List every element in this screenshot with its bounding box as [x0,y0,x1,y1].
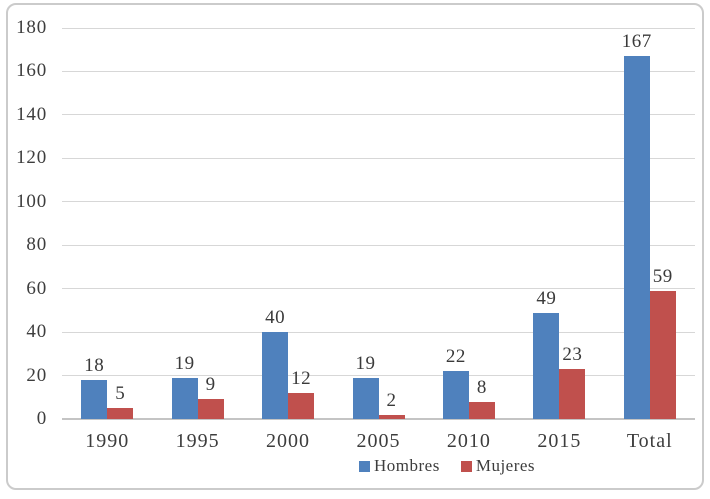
x-category-label-2000: 2000 [266,430,311,452]
x-axis-line [62,418,695,420]
y-tick-label: 20 [26,364,47,386]
value-label-mujeres-2000: 12 [291,367,312,389]
bar-mujeres-2015 [559,369,586,419]
bar-hombres-2005 [352,377,379,419]
value-label-mujeres-total: 59 [652,265,673,287]
y-tick-label: 80 [26,234,47,256]
value-label-hombres-2000: 40 [265,307,286,329]
chart-frame: 18 5 19 9 40 12 19 2 22 8 49 23 167 59 0 20 40 60 80 100 12… [6,3,704,490]
value-label-mujeres-2010: 8 [476,376,487,398]
legend-label-hombres: Hombres [374,456,440,475]
legend-item-mujeres: Mujeres [460,456,536,476]
legend-item-hombres: Hombres [359,456,440,476]
bar-hombres-1990 [81,379,108,419]
gridline [62,375,695,377]
bar-mujeres-1990 [107,408,134,419]
bar-mujeres-2000 [288,392,315,419]
y-tick-label: 180 [16,17,47,38]
bar-mujeres-2005 [378,414,405,419]
legend-label-mujeres: Mujeres [475,456,536,475]
y-tick-label: 60 [26,277,47,299]
value-label-hombres-2005: 19 [355,352,376,374]
value-label-hombres-2015: 49 [536,287,557,309]
value-label-hombres-1995: 19 [174,352,195,374]
gridline [62,201,695,203]
gridline [62,331,695,333]
x-category-label-total: Total [626,430,673,452]
gridline [62,288,695,290]
gridline [62,70,695,72]
x-category-label-2015: 2015 [537,430,582,452]
bar-hombres-2000 [262,332,289,419]
value-label-hombres-total: 167 [621,31,652,53]
x-category-label-2005: 2005 [356,430,401,452]
value-label-mujeres-1995: 9 [205,374,216,396]
gridline [62,157,695,159]
bar-hombres-2010 [442,371,469,419]
y-tick-label: 160 [16,60,47,82]
bar-mujeres-total [649,290,676,419]
bar-hombres-2015 [533,312,560,419]
value-label-mujeres-2015: 23 [562,344,583,366]
bar-mujeres-1995 [197,399,224,419]
value-label-mujeres-1990: 5 [115,383,126,405]
gridline [62,114,695,116]
value-label-hombres-2010: 22 [445,346,466,368]
bar-mujeres-2010 [468,401,495,419]
bar-hombres-total [623,56,650,419]
y-axis-labels: 0 20 40 60 80 100 120 140 160 180 [8,17,47,429]
legend-swatch-hombres-icon [359,460,370,472]
value-label-mujeres-2005: 2 [386,389,397,411]
gridline [62,244,695,246]
y-tick-label: 120 [16,147,47,169]
x-category-label-1990: 1990 [85,430,130,452]
plot-area: 18 5 19 9 40 12 19 2 22 8 49 23 167 59 [62,27,695,420]
x-category-label-1995: 1995 [175,430,220,452]
legend: Hombres Mujeres [359,454,535,478]
x-axis-labels: 1990 1995 2000 2005 2010 2015 Total [62,429,695,453]
legend-swatch-mujeres-icon [460,460,472,472]
y-tick-label: 0 [36,408,47,429]
y-tick-label: 140 [16,103,47,125]
value-label-hombres-1990: 18 [84,354,105,376]
x-category-label-2010: 2010 [446,430,491,452]
y-tick-label: 100 [16,190,47,212]
y-tick-label: 40 [26,321,47,343]
bar-hombres-1995 [171,377,198,419]
gridline [62,27,695,29]
